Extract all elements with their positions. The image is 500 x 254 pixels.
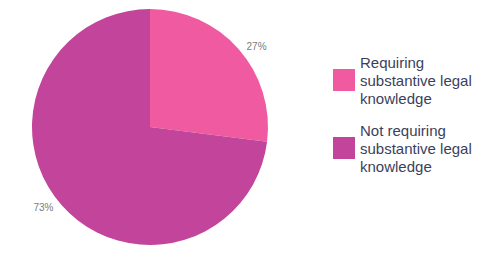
svg-text:substantive legal: substantive legal bbox=[360, 140, 476, 157]
svg-text:27%: 27% bbox=[247, 41, 267, 52]
svg-text:substantive legal: substantive legal bbox=[360, 72, 476, 89]
svg-text:Requiring: Requiring bbox=[360, 54, 428, 71]
svg-text:Not requiring: Not requiring bbox=[360, 122, 450, 139]
svg-text:73%: 73% bbox=[33, 202, 53, 213]
svg-text:knowledge: knowledge bbox=[360, 90, 432, 107]
svg-text:knowledge: knowledge bbox=[360, 158, 432, 175]
